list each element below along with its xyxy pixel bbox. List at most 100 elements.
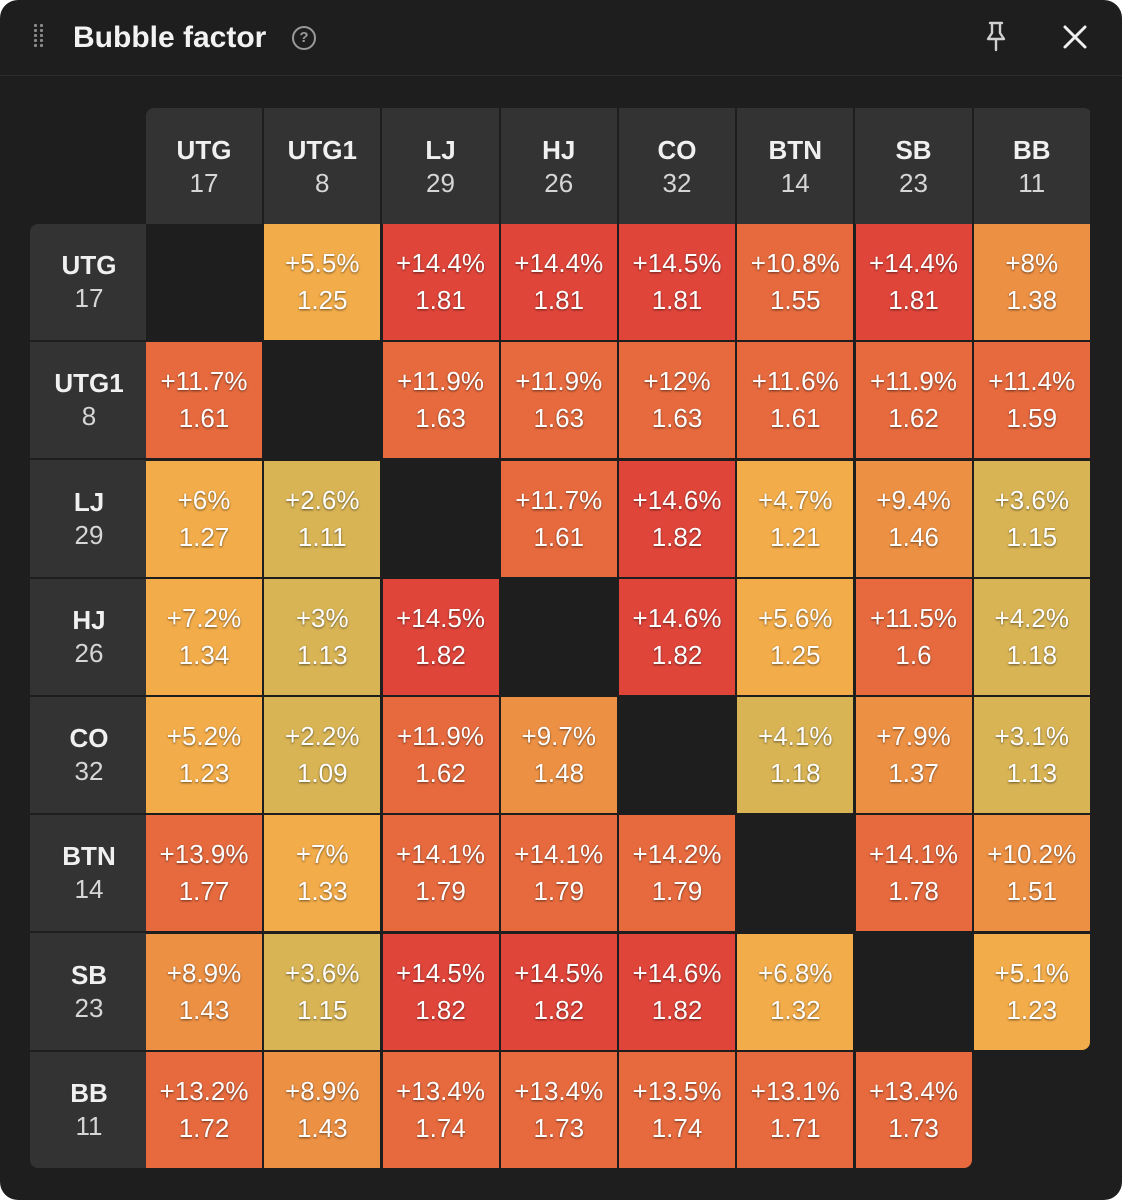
risk-premium-value: +13.4% (869, 1075, 958, 1106)
matrix-cell-co-vs-lj[interactable]: +11.9% 1.62 (382, 697, 499, 813)
question-circle-icon[interactable]: ? (292, 26, 316, 50)
matrix-cell-hj-vs-co[interactable]: +14.6% 1.82 (619, 578, 735, 695)
matrix-cell-lj-vs-co[interactable]: +14.6% 1.82 (619, 460, 735, 577)
column-header-stack: 32 (662, 168, 692, 198)
matrix-cell-empty-diagonal (619, 697, 735, 813)
row-header-stack: 11 (75, 1110, 103, 1141)
bubble-factor-value: 1.6 (895, 639, 932, 670)
risk-premium-value: +2.6% (285, 484, 360, 515)
matrix-cell-lj-vs-btn[interactable]: +4.7% 1.21 (737, 460, 854, 577)
risk-premium-value: +7.2% (166, 602, 242, 633)
matrix-cell-sb-vs-bb[interactable]: +5.1% 1.23 (973, 933, 1090, 1050)
matrix-cell-co-vs-sb[interactable]: +7.9% 1.37 (855, 697, 972, 813)
matrix-cell-utg-vs-bb[interactable]: +8% 1.38 (973, 224, 1090, 340)
matrix-cell-bb-vs-utg1[interactable]: +8.9% 1.43 (264, 1051, 381, 1168)
matrix-cell-co-vs-utg[interactable]: +5.2% 1.23 (146, 697, 262, 813)
row-header-stack: 8 (81, 401, 97, 432)
matrix-cell-hj-vs-lj[interactable]: +14.5% 1.82 (382, 578, 499, 695)
matrix-cell-utg-vs-btn[interactable]: +10.8% 1.55 (737, 224, 854, 340)
matrix-cell-hj-vs-sb[interactable]: +11.5% 1.6 (855, 578, 972, 695)
matrix-cell-sb-vs-lj[interactable]: +14.5% 1.82 (382, 933, 499, 1050)
matrix-cell-sb-vs-utg[interactable]: +8.9% 1.43 (146, 933, 262, 1050)
matrix-cell-co-vs-btn[interactable]: +4.1% 1.18 (737, 697, 854, 813)
risk-premium-value: +11.9% (870, 366, 957, 397)
row-header-co: CO 32 (30, 697, 148, 815)
matrix-cell-btn-vs-co[interactable]: +14.2% 1.79 (619, 815, 735, 932)
row-header-stack: 32 (74, 756, 104, 786)
matrix-cell-co-vs-utg1[interactable]: +2.2% 1.09 (264, 697, 381, 813)
matrix-cell-hj-vs-utg[interactable]: +7.2% 1.34 (146, 578, 262, 695)
matrix-cell-bb-vs-hj[interactable]: +13.4% 1.73 (500, 1051, 617, 1168)
bubble-factor-value: 1.82 (415, 994, 466, 1025)
matrix-cell-btn-vs-sb[interactable]: +14.1% 1.78 (855, 815, 972, 932)
risk-premium-value: +11.4% (988, 366, 1076, 397)
column-header-stack: 11 (1018, 168, 1046, 198)
risk-premium-value: +13.9% (159, 839, 249, 870)
close-icon[interactable] (1060, 22, 1090, 52)
matrix-cell-co-vs-bb[interactable]: +3.1% 1.13 (973, 697, 1090, 813)
bubble-factor-value: 1.79 (533, 876, 585, 907)
matrix-cell-utg1-vs-hj[interactable]: +11.9% 1.63 (500, 342, 617, 459)
matrix-cell-utg-vs-lj[interactable]: +14.4% 1.81 (382, 224, 499, 340)
matrix-cell-empty-diagonal (855, 933, 972, 1050)
risk-premium-value: +11.7% (515, 484, 603, 515)
matrix-cell-bb-vs-co[interactable]: +13.5% 1.74 (619, 1051, 735, 1168)
risk-premium-value: +11.9% (515, 366, 603, 397)
matrix-cell-sb-vs-hj[interactable]: +14.5% 1.82 (500, 933, 617, 1050)
bubble-factor-value: 1.23 (1006, 994, 1058, 1025)
matrix-cell-btn-vs-bb[interactable]: +10.2% 1.51 (973, 815, 1090, 932)
matrix-cell-bb-vs-sb[interactable]: +13.4% 1.73 (855, 1051, 972, 1168)
risk-premium-value: +14.2% (632, 839, 722, 870)
matrix-cell-sb-vs-co[interactable]: +14.6% 1.82 (619, 933, 735, 1050)
matrix-cell-lj-vs-hj[interactable]: +11.7% 1.61 (500, 460, 617, 577)
row-header-stack: 17 (74, 283, 104, 313)
risk-premium-value: +14.6% (632, 957, 722, 988)
matrix-cell-sb-vs-btn[interactable]: +6.8% 1.32 (737, 933, 854, 1050)
risk-premium-value: +11.7% (160, 366, 248, 397)
matrix-cell-btn-vs-utg1[interactable]: +7% 1.33 (264, 815, 381, 932)
matrix-cell-lj-vs-utg1[interactable]: +2.6% 1.11 (264, 460, 381, 577)
matrix-cell-btn-vs-utg[interactable]: +13.9% 1.77 (146, 815, 262, 932)
matrix-cell-hj-vs-btn[interactable]: +5.6% 1.25 (737, 578, 854, 695)
bubble-factor-value: 1.18 (1006, 639, 1058, 670)
matrix-cell-hj-vs-utg1[interactable]: +3% 1.13 (264, 578, 381, 695)
matrix-cell-btn-vs-hj[interactable]: +14.1% 1.79 (500, 815, 617, 932)
risk-premium-value: +9.7% (521, 721, 596, 751)
matrix-cell-utg1-vs-btn[interactable]: +11.6% 1.61 (737, 342, 854, 459)
matrix-cell-lj-vs-utg[interactable]: +6% 1.27 (146, 460, 262, 577)
row-header-position: BB (70, 1077, 108, 1108)
matrix-cell-utg1-vs-bb[interactable]: +11.4% 1.59 (973, 342, 1090, 459)
bubble-factor-value: 1.21 (769, 521, 821, 552)
pin-icon[interactable] (982, 20, 1010, 52)
matrix-cell-bb-vs-btn[interactable]: +13.1% 1.71 (737, 1051, 854, 1168)
matrix-cell-co-vs-hj[interactable]: +9.7% 1.48 (500, 697, 617, 813)
matrix-cell-utg1-vs-co[interactable]: +12% 1.63 (619, 342, 735, 459)
column-header-position: UTG1 (287, 135, 357, 165)
risk-premium-value: +5.1% (994, 957, 1069, 988)
drag-handle-icon[interactable] (32, 24, 46, 50)
bubble-factor-value: 1.25 (769, 639, 821, 670)
matrix-cell-utg-vs-hj[interactable]: +14.4% 1.81 (500, 224, 617, 340)
matrix-cell-bb-vs-lj[interactable]: +13.4% 1.74 (382, 1051, 499, 1168)
matrix-cell-utg1-vs-utg[interactable]: +11.7% 1.61 (146, 342, 262, 459)
matrix-cell-sb-vs-utg1[interactable]: +3.6% 1.15 (264, 933, 381, 1050)
bubble-factor-value: 1.55 (769, 285, 821, 315)
row-header-stack: 14 (74, 874, 104, 905)
matrix-cell-utg1-vs-sb[interactable]: +11.9% 1.62 (855, 342, 972, 459)
bubble-factor-value: 1.63 (651, 403, 703, 434)
bubble-factor-value: 1.61 (533, 521, 585, 552)
bubble-factor-value: 1.78 (888, 876, 939, 907)
bubble-factor-value: 1.15 (296, 994, 348, 1025)
matrix-cell-utg-vs-sb[interactable]: +14.4% 1.81 (855, 224, 972, 340)
matrix-cell-lj-vs-sb[interactable]: +9.4% 1.46 (855, 460, 972, 577)
matrix-cell-utg-vs-co[interactable]: +14.5% 1.81 (619, 224, 735, 340)
matrix-cell-utg1-vs-lj[interactable]: +11.9% 1.63 (382, 342, 499, 459)
matrix-cell-hj-vs-bb[interactable]: +4.2% 1.18 (973, 578, 1090, 695)
row-header-position: BTN (62, 841, 116, 872)
risk-premium-value: +11.5% (870, 602, 957, 633)
matrix-cell-lj-vs-bb[interactable]: +3.6% 1.15 (973, 460, 1090, 577)
matrix-cell-bb-vs-utg[interactable]: +13.2% 1.72 (146, 1051, 262, 1168)
matrix-cell-btn-vs-lj[interactable]: +14.1% 1.79 (382, 815, 499, 932)
matrix-cell-utg-vs-utg1[interactable]: +5.5% 1.25 (264, 224, 381, 340)
column-header-bb: BB 11 (974, 108, 1092, 226)
